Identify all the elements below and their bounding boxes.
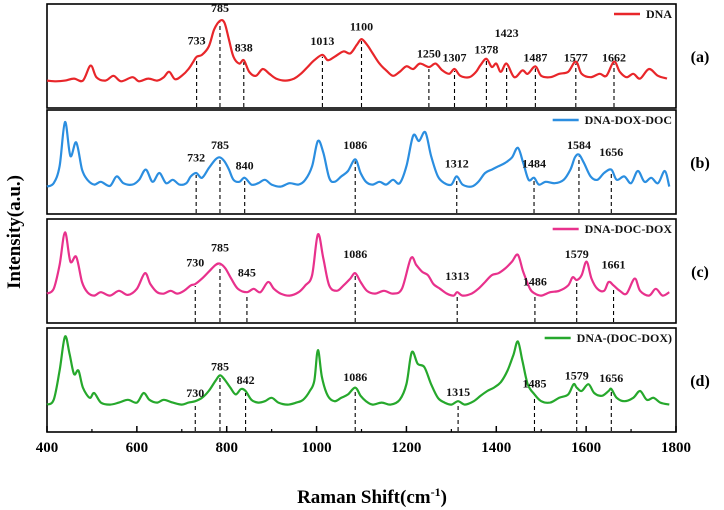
peak-label: 1577: [564, 51, 588, 65]
peak-label: 1307: [443, 51, 467, 65]
legend-label: DNA-DOX-DOC: [585, 113, 672, 127]
spectrum-line: [46, 335, 670, 406]
x-tick-label: 600: [126, 440, 149, 456]
x-axis-title: Raman Shift(cm-1): [297, 485, 447, 508]
legend-label: DNA-DOC-DOX: [585, 222, 673, 236]
peak-label: 1423: [495, 26, 519, 40]
peak-label: 1579: [565, 247, 589, 261]
legend: DNA-DOX-DOC: [552, 113, 672, 127]
peak-label: 733: [188, 34, 206, 48]
peak-label: 1315: [446, 385, 470, 399]
panel-frame: [46, 218, 677, 324]
x-axis-title-superscript: -1: [431, 485, 441, 499]
spectrum-line: [46, 18, 668, 83]
peak-label: 1661: [602, 257, 626, 271]
x-axis: 400 600 800 1000 1200 1400 1600 1800: [36, 426, 691, 456]
peak-label: 1378: [474, 42, 498, 56]
x-tick-label: 400: [36, 440, 59, 456]
peak-label: 732: [187, 150, 205, 164]
legend: DNA-DOC-DOX: [552, 222, 673, 236]
panel-4: 730 785 842 1086 1315 1485 1579 1656 DNA-(DOC-DO…: [46, 327, 710, 433]
panel-1: 733 785 838 1013 1100 1250 1307 1378 1423 1487 157…: [46, 1, 710, 109]
spectrum-line: [46, 120, 671, 188]
spectrum-line: [46, 231, 670, 297]
peak-label: 1100: [350, 19, 373, 33]
peak-label: 1656: [599, 145, 623, 159]
peak-label: 845: [238, 266, 256, 280]
peak-label: 1313: [445, 269, 469, 283]
panel-letter: (b): [690, 155, 710, 172]
legend-label: DNA-(DOC-DOX): [577, 331, 672, 345]
x-tick-label: 1200: [391, 440, 421, 456]
peak-label: 785: [211, 1, 229, 15]
x-tick-label: 1400: [481, 440, 511, 456]
panel-2: 732 785 840 1086 1312 1484 1584 1656 DNA-DOX-DOC…: [46, 109, 710, 215]
peak-label: 1250: [417, 46, 441, 60]
peak-label: 1484: [522, 157, 546, 171]
x-tick-label: 1600: [571, 440, 601, 456]
x-axis-title-main: Raman Shift(cm: [297, 487, 431, 508]
peak-label: 1086: [343, 138, 367, 152]
peak-label: 1086: [343, 247, 367, 261]
peak-label: 730: [186, 386, 204, 400]
panel-3: 730 785 845 1086 1313 1486 1579 1661 DNA-DOC-DOX…: [46, 218, 709, 324]
y-axis-title: Intensity(a.u.): [4, 175, 25, 289]
peak-label: 1086: [343, 370, 367, 384]
peak-label: 785: [211, 240, 229, 254]
peak-label: 1312: [445, 157, 469, 171]
legend-label: DNA: [646, 7, 672, 21]
panel-frame: [46, 109, 677, 215]
peak-label: 838: [235, 40, 253, 54]
peak-label: 1486: [523, 274, 547, 288]
chart-panels: 733 785 838 1013 1100 1250 1307 1378 1423 1487 157…: [46, 1, 710, 433]
peak-label: 1485: [522, 377, 546, 391]
peak-label: 1579: [565, 368, 589, 382]
x-axis-title-close: ): [441, 487, 447, 508]
peak-label: 785: [211, 360, 229, 374]
x-tick-label: 1000: [302, 440, 332, 456]
peak-label: 1013: [310, 34, 334, 48]
legend: DNA: [614, 7, 672, 21]
panel-frame: [46, 3, 677, 109]
x-tick-label: 800: [215, 440, 238, 456]
panel-letter: (a): [691, 49, 710, 66]
peak-label: 1487: [523, 51, 547, 65]
panel-letter: (d): [690, 373, 710, 390]
legend: DNA-(DOC-DOX): [544, 331, 672, 345]
peak-label: 730: [186, 255, 204, 269]
peak-label: 842: [237, 373, 255, 387]
panel-letter: (c): [691, 264, 709, 281]
peak-label: 1662: [602, 51, 626, 65]
peak-label: 1584: [567, 138, 591, 152]
peak-label: 785: [211, 138, 229, 152]
x-tick-label: 1800: [661, 440, 691, 456]
peak-label: 1656: [599, 371, 623, 385]
peak-label: 840: [236, 159, 254, 173]
